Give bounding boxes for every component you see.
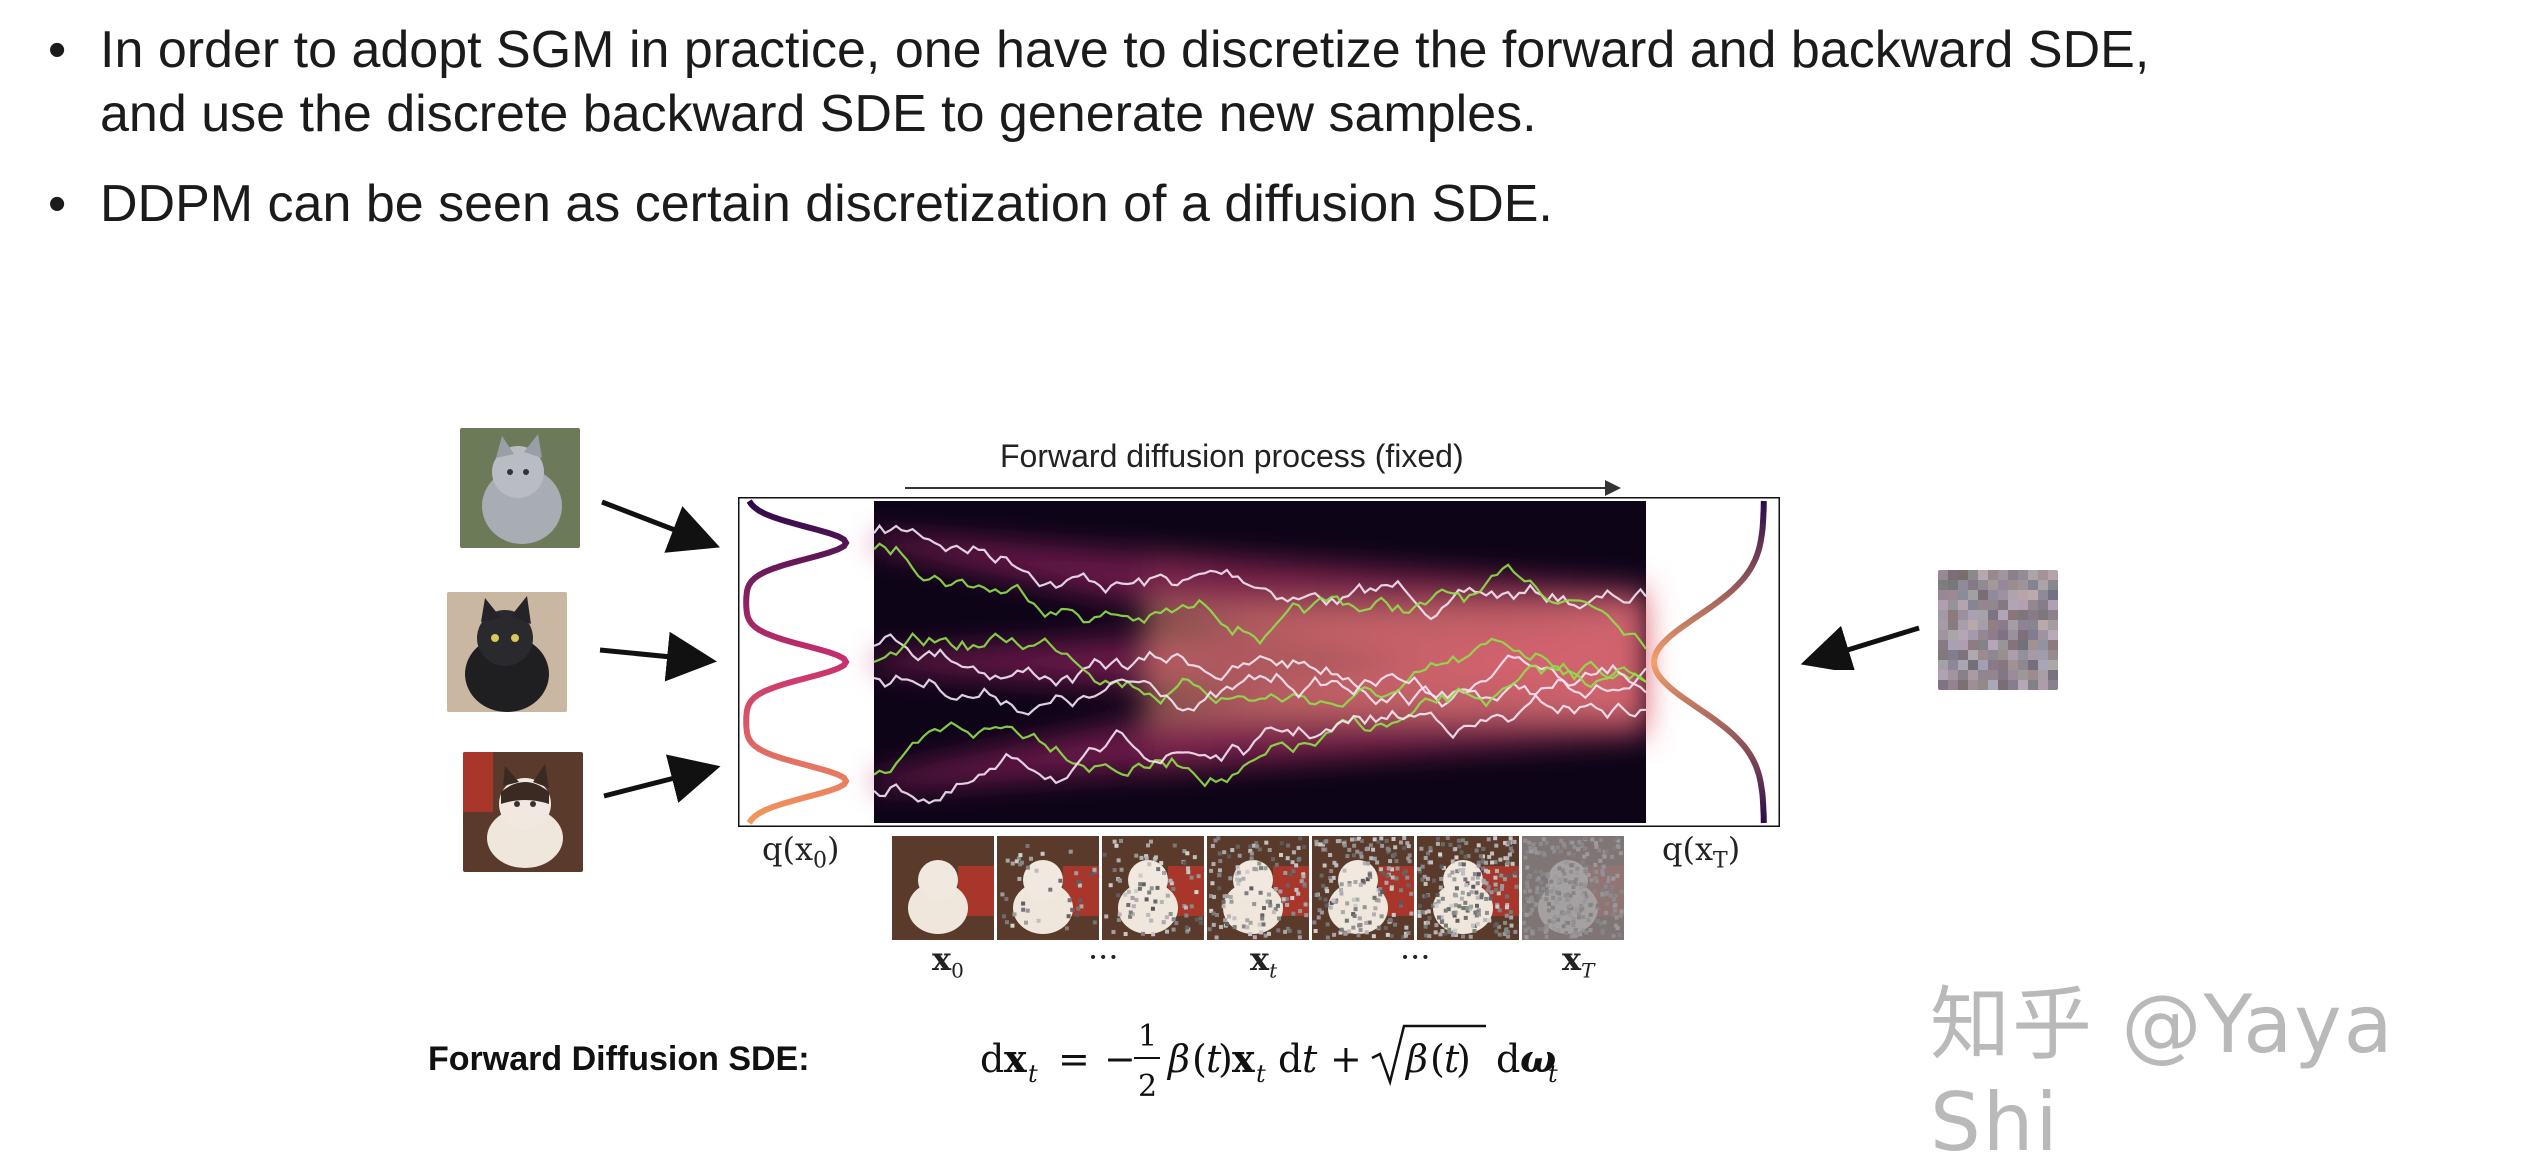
bullet-dot-icon: • — [48, 175, 67, 233]
svg-text:t: t — [1256, 1060, 1266, 1088]
svg-text:x: x — [1004, 1036, 1027, 1081]
q-xT-text: q(x — [1662, 830, 1714, 868]
xT-sub: T — [1581, 958, 1595, 983]
svg-text:2: 2 — [1138, 1069, 1157, 1104]
dots-label-1: ··· — [1088, 938, 1119, 976]
x0-label: x0 — [932, 940, 964, 982]
svg-text:t: t — [1028, 1060, 1038, 1088]
x0-text: x — [932, 940, 952, 978]
svg-text:=: = — [1058, 1037, 1090, 1081]
svg-text:d: d — [980, 1037, 1004, 1081]
noisy-image-strip — [892, 836, 1624, 940]
dots-label-2: ··· — [1400, 938, 1431, 976]
diffusion-figure: Forward diffusion process (fixed) — [447, 428, 2058, 982]
xt-text: x — [1250, 940, 1270, 978]
equation-label: Forward Diffusion SDE: — [428, 1040, 810, 1078]
strip-frame — [1522, 836, 1624, 940]
svg-text:ω: ω — [1520, 1036, 1556, 1081]
bullet-text-line1: In order to adopt SGM in practice, one h… — [100, 21, 2150, 79]
q-x0-sub: 0 — [813, 848, 828, 874]
input-arrows — [599, 499, 721, 803]
strip-frame — [1417, 836, 1519, 940]
noise-image — [1938, 570, 2058, 690]
strip-frame — [1312, 836, 1414, 940]
xT-label: xT — [1562, 940, 1594, 982]
q-x0-label: q(x0) — [762, 830, 840, 874]
svg-text:x: x — [1232, 1036, 1255, 1081]
sde-equation: d x t = − 1 2 β ( t ) x t d t + β ( t ) … — [980, 1019, 1558, 1104]
cat-photo-calico — [463, 752, 583, 872]
q-x0-text: q(x — [762, 830, 814, 868]
svg-text:+: + — [1330, 1037, 1362, 1081]
xt-sub: t — [1269, 958, 1278, 983]
svg-text:d: d — [1278, 1037, 1302, 1081]
xt-label: xt — [1250, 940, 1277, 982]
x0-sub: 0 — [951, 958, 964, 983]
xT-text: x — [1562, 940, 1582, 978]
q-xT-sub: T — [1713, 848, 1728, 874]
bullet-text-line2: and use the discrete backward SDE to gen… — [100, 85, 1537, 143]
bullet-text-line1: DDPM can be seen as certain discretizati… — [100, 175, 1553, 233]
zhihu-watermark: 知乎 @Yaya Shi — [1930, 978, 2395, 1169]
bullet-list: • In order to adopt SGM in practice, one… — [40, 18, 2440, 262]
svg-text:d: d — [1496, 1037, 1520, 1081]
svg-text:(: ( — [1192, 1037, 1207, 1081]
bullet-item-ddpm: • DDPM can be seen as certain discretiza… — [40, 172, 2440, 236]
svg-text:t: t — [1302, 1037, 1318, 1081]
svg-text:−: − — [1104, 1037, 1136, 1081]
svg-text:(: ( — [1430, 1037, 1445, 1081]
cat-photo-gray — [460, 428, 580, 548]
svg-text:t: t — [1444, 1037, 1460, 1081]
figure-title: Forward diffusion process (fixed) — [1000, 438, 1464, 474]
svg-text:β: β — [1166, 1037, 1190, 1081]
strip-frame — [1102, 836, 1204, 940]
diffusion-panel — [738, 497, 1780, 827]
noise-arrow — [1800, 625, 1920, 670]
svg-text:t: t — [1548, 1060, 1558, 1088]
strip-frame — [892, 836, 994, 940]
svg-text:): ) — [1456, 1037, 1471, 1081]
strip-frame — [1207, 836, 1309, 940]
q-xT-label: q(xT) — [1662, 830, 1741, 874]
title-arrow — [905, 480, 1621, 496]
bullet-dot-icon: • — [48, 21, 67, 79]
svg-text:): ) — [1218, 1037, 1233, 1081]
cat-photo-black — [447, 592, 567, 712]
svg-text:1: 1 — [1138, 1019, 1157, 1054]
strip-frame — [997, 836, 1099, 940]
svg-text:t: t — [1206, 1037, 1222, 1081]
bullet-item-sgm: • In order to adopt SGM in practice, one… — [40, 18, 2440, 146]
svg-text:β: β — [1404, 1037, 1428, 1081]
